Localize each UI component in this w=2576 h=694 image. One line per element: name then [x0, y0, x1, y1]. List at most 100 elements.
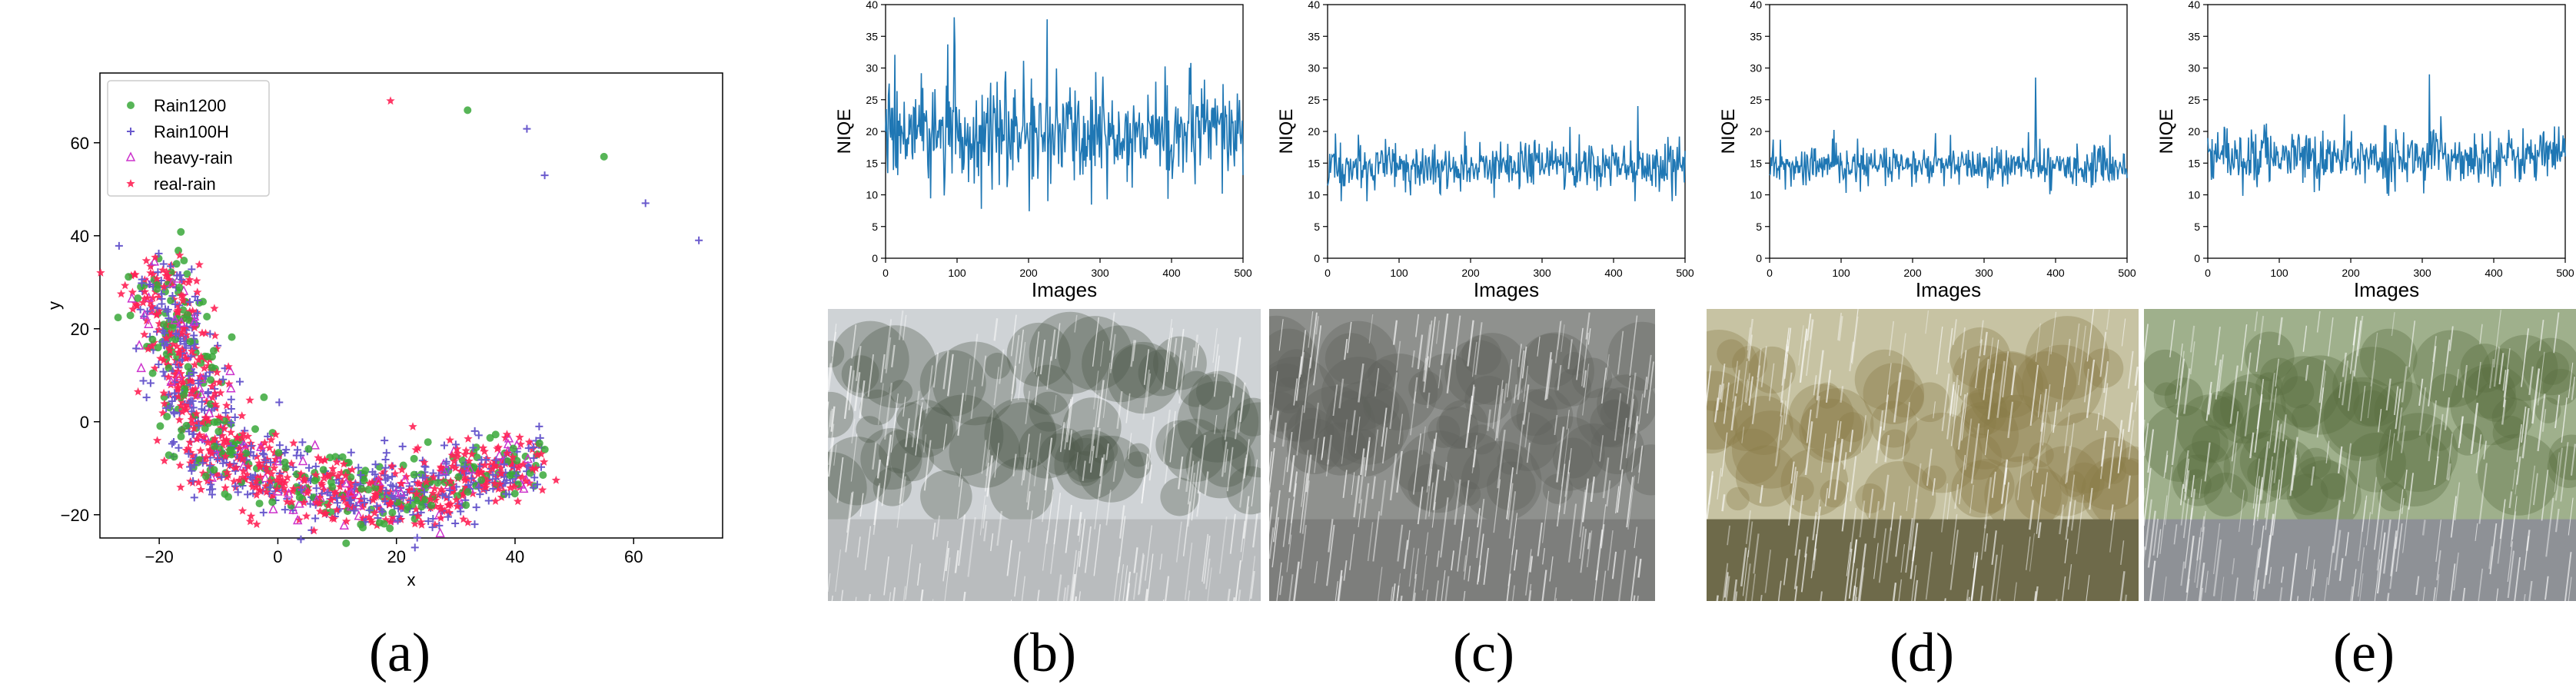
rain-streak [942, 540, 949, 582]
point-real-rain [181, 354, 191, 363]
rain-streak [2239, 490, 2245, 533]
point-rain100h [444, 513, 452, 521]
point-rain1200 [344, 507, 352, 516]
photo-foliage [2291, 457, 2347, 513]
y-tick-label: 0 [1314, 252, 1320, 264]
rain-streak [2531, 368, 2541, 424]
point-real-rain [190, 360, 200, 369]
point-rain100h [261, 456, 270, 464]
rain-streak [1433, 432, 1438, 452]
point-rain1200 [226, 446, 234, 454]
point-heavy-rain [292, 514, 303, 525]
rain-streak [2083, 368, 2089, 403]
y-tick-label: 30 [1750, 62, 1762, 75]
rain-streak [1960, 327, 1966, 359]
point-real-rain [198, 418, 208, 427]
point-real-rain [175, 251, 184, 260]
photo-foliage [2025, 316, 2109, 400]
point-real-rain [208, 437, 217, 447]
rain-streak [1421, 426, 1426, 455]
photo-foliage [2286, 473, 2328, 516]
photo-foliage [1516, 388, 1574, 445]
rain-streak [2127, 402, 2133, 433]
rain-streak [1408, 547, 1415, 587]
point-rain100h [191, 292, 199, 301]
point-rain1200 [342, 539, 351, 547]
rain-streak [1371, 476, 1376, 500]
rain-streak [2435, 520, 2441, 563]
rain-streak [1983, 359, 1989, 400]
point-rain1200 [304, 445, 313, 453]
rain-streak [1296, 405, 1304, 456]
rain-streak [2218, 354, 2224, 392]
rain-streak [1579, 526, 1585, 560]
rain-streak [2007, 401, 2014, 438]
rain-streak [2475, 523, 2478, 542]
photo-foliage [1054, 429, 1125, 500]
point-rain1200 [454, 473, 463, 481]
point-rain1200 [175, 284, 184, 292]
point-rain1200 [148, 335, 157, 344]
rain-streak [2099, 331, 2107, 377]
point-real-rain [410, 519, 420, 528]
rain-streak [2279, 440, 2288, 500]
rain-streak [876, 459, 882, 479]
rain-streak [2554, 508, 2560, 533]
photo-foliage [1077, 435, 1145, 503]
rain-streak [2144, 499, 2152, 550]
rain-streak [835, 549, 841, 592]
rain-streak [902, 397, 906, 417]
point-real-rain [397, 465, 407, 474]
rain-streak [1018, 341, 1026, 400]
point-rain100h [354, 463, 363, 472]
point-rain1200 [399, 461, 407, 470]
rain-streak [2378, 409, 2382, 433]
rain-streak [2277, 317, 2283, 346]
point-rain100h [189, 403, 198, 412]
point-rain100h [381, 463, 390, 472]
rain-streak [1979, 339, 1983, 357]
rain-streak [1787, 327, 1792, 352]
photo-foliage [1603, 387, 1639, 423]
point-real-rain [314, 453, 323, 462]
rain-streak [1906, 486, 1910, 512]
point-real-rain [453, 501, 462, 510]
rain-streak [1512, 585, 1515, 601]
point-rain1200 [404, 503, 412, 511]
rain-streak [1941, 374, 1950, 431]
rain-streak [1542, 490, 1550, 543]
point-real-rain [320, 509, 329, 518]
rain-streak [981, 440, 987, 474]
point-rain100h [260, 450, 268, 459]
point-real-rain [239, 467, 248, 476]
rain-streak [1581, 332, 1589, 387]
rain-streak [2256, 477, 2263, 517]
rain-streak [1046, 489, 1054, 544]
point-real-rain [192, 434, 201, 443]
rain-streak [2180, 479, 2188, 526]
photo-foliage [1163, 418, 1227, 483]
rain-streak [2499, 499, 2506, 540]
photo-foliage [1314, 422, 1368, 476]
rain-streak [2162, 576, 2167, 601]
rain-streak [1563, 472, 1571, 514]
rain-streak [1859, 500, 1866, 538]
point-rain1200 [417, 503, 426, 511]
rain-streak [2312, 568, 2316, 586]
point-rain100h [389, 482, 397, 490]
y-tick-label: 25 [1308, 94, 1320, 106]
rain-streak [2365, 512, 2372, 546]
point-rain1200 [180, 390, 188, 399]
point-rain1200 [213, 418, 221, 427]
point-real-rain [211, 434, 220, 443]
photo-foliage [1902, 412, 1983, 493]
point-rain100h [464, 480, 473, 489]
x-axis-label: Images [1474, 278, 1539, 301]
rain-streak [2353, 457, 2362, 514]
point-rain100h [298, 438, 307, 447]
rain-streak [1413, 377, 1418, 404]
rain-streak [1949, 381, 1956, 416]
rain-streak [2262, 535, 2272, 589]
rain-streak [1273, 410, 1279, 443]
